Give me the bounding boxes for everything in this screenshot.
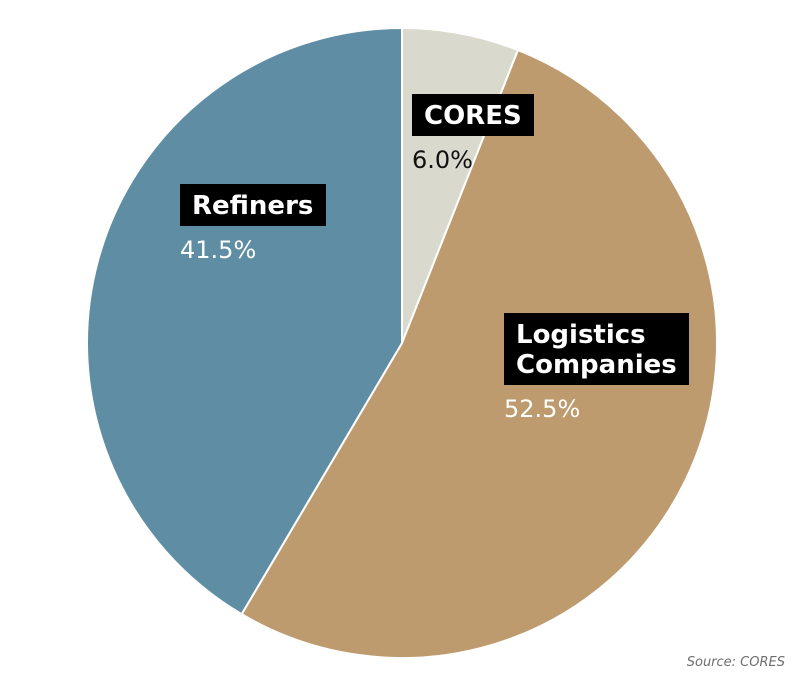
pie-slices <box>86 26 718 659</box>
source-note: Source: CORES <box>686 655 785 670</box>
slice-value-label: 6.0% <box>412 146 473 174</box>
slice-label: Refiners <box>192 191 313 221</box>
slice-label-box <box>504 313 689 385</box>
slice-label-box <box>412 94 534 136</box>
pie-labels: CORES 6.0% Logistics Companies 52.5% Refiners… <box>180 94 689 423</box>
pie-slice <box>240 48 718 659</box>
pie-slice <box>86 26 403 616</box>
slice-label: Logistics Companies <box>516 320 677 380</box>
slice-label-box <box>180 184 326 226</box>
slice-value-label: 41.5% <box>180 236 256 264</box>
slice-value-label: 52.5% <box>504 395 580 423</box>
slice-label: CORES <box>424 101 522 131</box>
